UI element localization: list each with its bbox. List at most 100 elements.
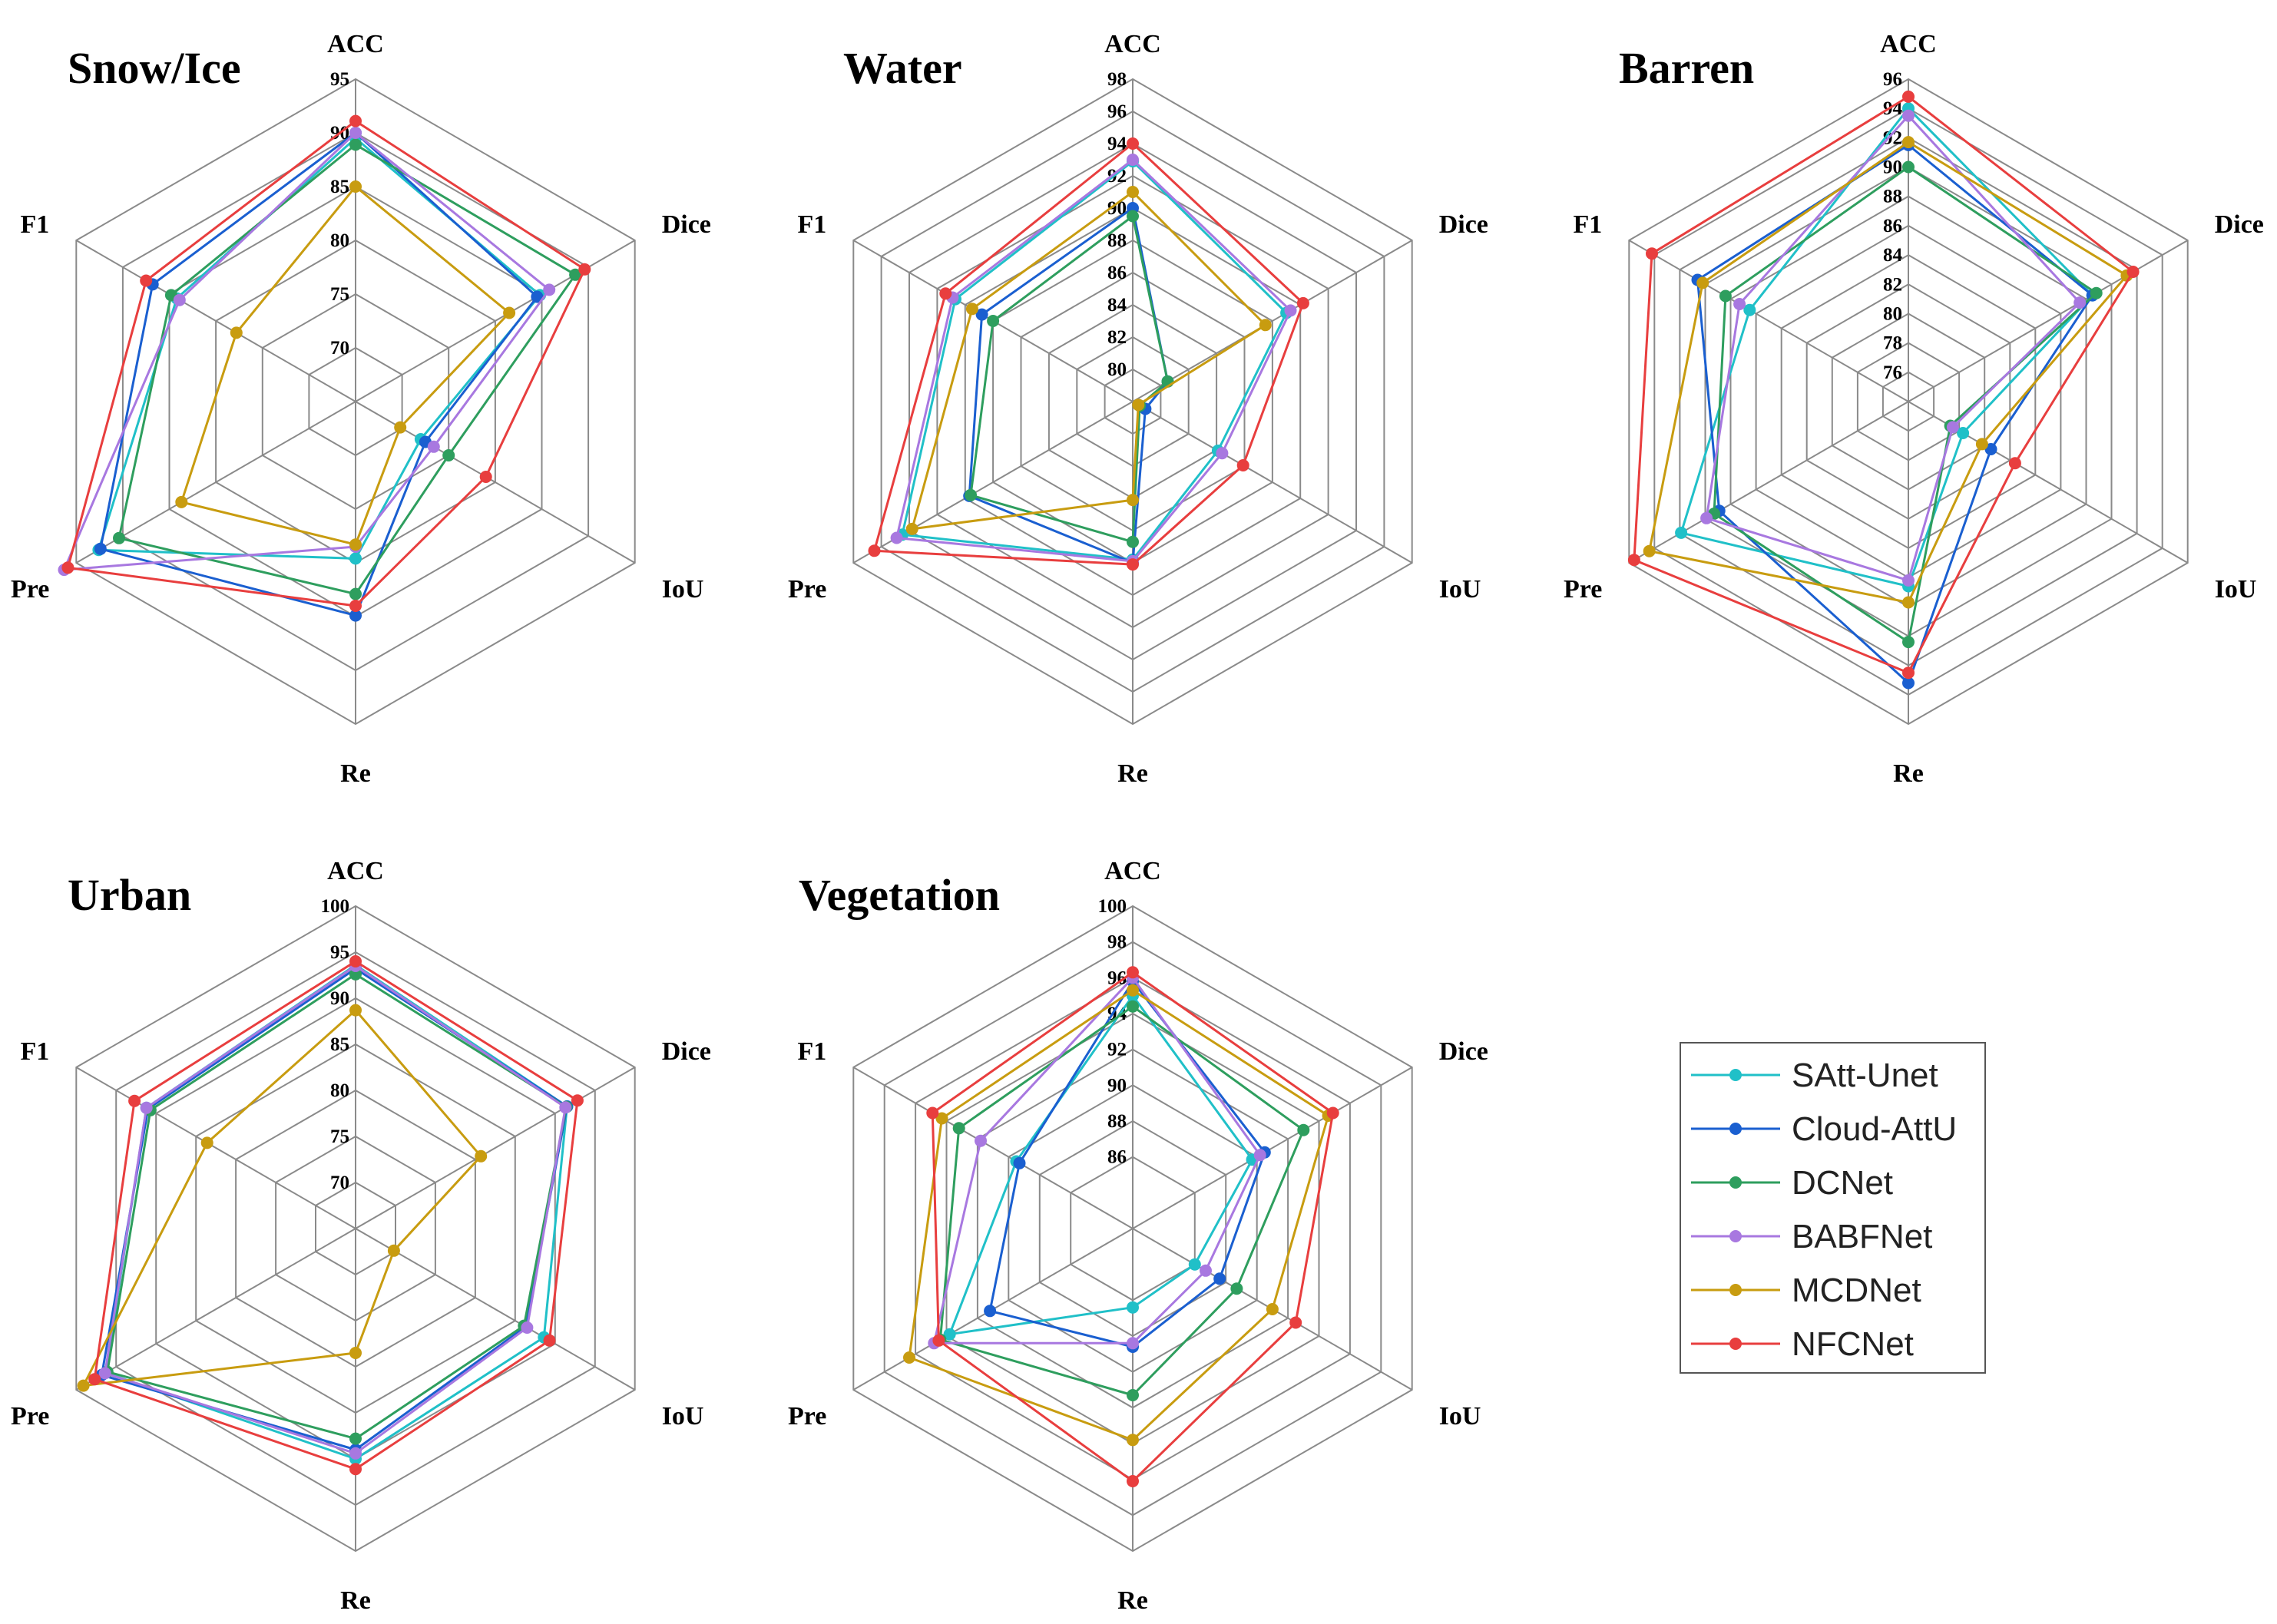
data-point-dcnet-re <box>349 587 362 600</box>
axis-label-acc: ACC <box>327 30 384 58</box>
chart-title: Snow/Ice <box>68 43 241 93</box>
data-point-babfnet-pre <box>890 531 903 544</box>
data-point-mcdnet-iou <box>1266 1303 1279 1315</box>
axis-label-f1: F1 <box>21 1037 50 1066</box>
data-point-babfnet-iou <box>1216 447 1229 460</box>
data-point-babfnet-re <box>1902 574 1915 587</box>
tick-label: 82 <box>1107 327 1127 348</box>
data-point-nfcnet-acc <box>349 955 362 967</box>
data-point-mcdnet-f1 <box>200 1136 213 1149</box>
axis-label-iou: IoU <box>662 1402 704 1431</box>
data-point-cloud-attu-re <box>1902 676 1915 690</box>
data-point-dcnet-iou <box>442 449 455 461</box>
legend-swatch-marker <box>1729 1230 1742 1242</box>
tick-label: 98 <box>1107 69 1127 90</box>
legend-swatch-marker <box>1729 1338 1742 1350</box>
legend-swatch-marker <box>1729 1284 1742 1296</box>
data-point-mcdnet-iou <box>1975 438 1988 451</box>
series-line-dcnet <box>1713 166 2098 643</box>
data-point-mcdnet-acc <box>1127 984 1139 997</box>
data-point-nfcnet-dice <box>1326 1106 1339 1120</box>
data-point-mcdnet-acc <box>1902 136 1915 149</box>
data-point-satt-unet-f1 <box>1743 303 1756 316</box>
data-point-satt-unet-pre <box>943 1328 956 1341</box>
data-point-nfcnet-f1 <box>1646 247 1658 260</box>
data-point-mcdnet-re <box>1127 1434 1139 1447</box>
data-point-babfnet-pre <box>1700 511 1713 524</box>
data-point-dcnet-acc <box>1902 160 1915 174</box>
data-point-satt-unet-iou <box>1188 1258 1201 1271</box>
data-point-cloud-attu-pre <box>984 1305 997 1318</box>
data-point-babfnet-f1 <box>173 293 186 306</box>
data-point-dcnet-acc <box>349 138 362 151</box>
data-point-nfcnet-dice <box>571 1094 584 1107</box>
tick-label: 88 <box>1107 1111 1127 1132</box>
axis-label-dice: Dice <box>662 1037 711 1066</box>
tick-label: 96 <box>1883 69 1902 90</box>
axis-label-dice: Dice <box>2215 210 2264 239</box>
tick-label: 96 <box>1107 101 1127 122</box>
data-point-dcnet-dice <box>1297 1123 1310 1136</box>
data-point-mcdnet-iou <box>1132 399 1145 412</box>
series-mcdnet <box>175 180 516 551</box>
axis-label-f1: F1 <box>1574 210 1603 239</box>
axis-spoke <box>75 1228 356 1391</box>
legend-entry-mcdnet: MCDNet <box>1691 1272 1921 1309</box>
data-point-mcdnet-dice <box>1259 319 1272 332</box>
data-point-cloud-attu-dice <box>531 290 544 303</box>
data-point-babfnet-f1 <box>975 1134 987 1147</box>
data-point-babfnet-dice <box>543 283 556 296</box>
tick-label: 82 <box>1883 274 1902 295</box>
tick-label: 80 <box>330 1080 349 1101</box>
data-point-dcnet-re <box>1127 1389 1139 1401</box>
data-point-nfcnet-iou <box>2008 457 2021 470</box>
axis-spoke <box>355 1228 636 1391</box>
axis-label-pre: Pre <box>788 575 826 604</box>
data-point-dcnet-acc <box>1127 1000 1139 1013</box>
data-point-mcdnet-pre <box>1643 544 1656 557</box>
data-point-dcnet-iou <box>1230 1282 1243 1295</box>
data-point-nfcnet-f1 <box>128 1094 141 1107</box>
axis-label-pre: Pre <box>11 575 49 604</box>
tick-label: 76 <box>1883 362 1902 383</box>
data-point-babfnet-acc <box>349 127 362 139</box>
data-point-babfnet-acc <box>1902 109 1915 122</box>
data-point-nfcnet-re <box>349 600 362 612</box>
legend-entry-cloud-attu: Cloud-AttU <box>1691 1110 1957 1148</box>
data-point-nfcnet-iou <box>1236 459 1249 471</box>
legend-label: Cloud-AttU <box>1792 1110 1957 1148</box>
legend-box <box>1680 1042 1986 1374</box>
data-point-babfnet-acc <box>1127 154 1139 166</box>
data-point-cloud-attu-re <box>349 609 362 622</box>
axis-spoke <box>1628 401 1909 564</box>
axis-spoke <box>75 240 356 402</box>
axis-spoke <box>1132 240 1413 402</box>
tick-label: 80 <box>1107 359 1127 380</box>
data-point-nfcnet-dice <box>578 263 591 276</box>
legend-entry-satt-unet: SAtt-Unet <box>1691 1057 1938 1094</box>
tick-label: 80 <box>1883 303 1902 324</box>
data-point-mcdnet-re <box>349 1347 362 1359</box>
axis-label-acc: ACC <box>1104 30 1161 58</box>
data-point-nfcnet-f1 <box>140 274 153 287</box>
data-point-satt-unet-pre <box>1675 526 1688 539</box>
axis-label-pre: Pre <box>11 1402 49 1431</box>
data-point-babfnet-dice <box>1284 304 1297 317</box>
series-cloud-attu <box>94 127 544 622</box>
axis-spoke <box>852 1067 1134 1229</box>
axis-label-f1: F1 <box>21 210 50 239</box>
series-dcnet <box>113 138 582 600</box>
data-point-satt-unet-re <box>349 552 362 565</box>
radar-chart-vegetation: 86889092949698100ACCDiceIoURePreF1Vegeta… <box>788 857 1488 1615</box>
axis-spoke <box>1132 1067 1413 1229</box>
tick-label: 70 <box>330 338 349 359</box>
axis-label-acc: ACC <box>327 857 384 885</box>
data-point-mcdnet-pre <box>77 1379 90 1392</box>
data-point-nfcnet-iou <box>479 471 492 483</box>
data-point-cloud-attu-iou <box>1213 1272 1226 1285</box>
data-point-nfcnet-re <box>349 1463 362 1476</box>
axis-label-re: Re <box>1117 759 1148 788</box>
series-babfnet <box>58 127 556 577</box>
series-nfcnet <box>1627 90 2140 680</box>
series-mcdnet <box>1643 136 2133 609</box>
